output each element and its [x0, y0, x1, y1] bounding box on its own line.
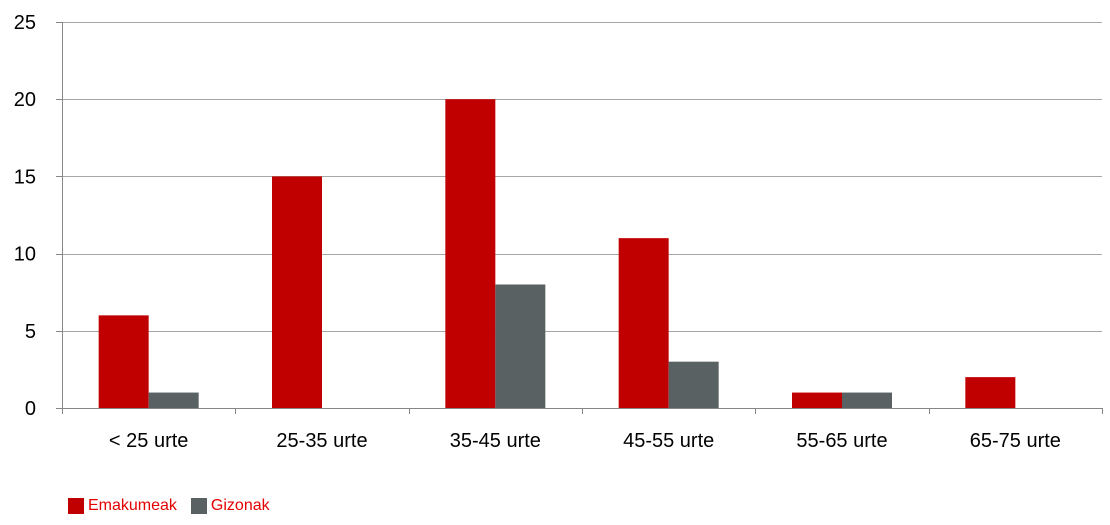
bar-gizonak-2 — [495, 284, 546, 408]
legend-swatch-gizonak — [190, 498, 207, 514]
x-tick-label: 55-65 urte — [796, 430, 887, 452]
y-tick-label: 0 — [25, 398, 36, 420]
legend-label-emakumeak: Emakumeak — [88, 497, 177, 514]
bar-gizonak-3 — [668, 361, 719, 408]
bar-gizonak-0 — [148, 392, 199, 408]
legend-item-emakumeak: Emakumeak — [68, 498, 177, 514]
bar-emakumeak-4 — [792, 392, 842, 408]
bar-emakumeak-5 — [965, 377, 1016, 408]
bar-emakumeak-1 — [272, 176, 322, 408]
y-tick-label: 5 — [25, 321, 36, 343]
legend: Emakumeak Gizonak — [68, 498, 270, 514]
legend-swatch-emakumeak — [68, 498, 84, 514]
legend-item-gizonak: Gizonak — [190, 497, 270, 514]
x-tick-label: 65-75 urte — [970, 430, 1061, 452]
bar-emakumeak-3 — [618, 238, 669, 408]
legend-label-gizonak: Gizonak — [210, 497, 270, 514]
bar-emakumeak-0 — [98, 315, 149, 408]
y-tick-label: 15 — [14, 166, 36, 188]
y-tick-label: 10 — [14, 244, 36, 266]
x-tick-label: 45-55 urte — [623, 430, 714, 452]
bar-gizonak-4 — [842, 392, 892, 408]
y-tick-label: 20 — [14, 89, 36, 111]
x-tick-label: < 25 urte — [109, 430, 189, 452]
y-tick-label: 25 — [14, 12, 36, 34]
x-tick-label: 35-45 urte — [450, 430, 541, 452]
bar-emakumeak-2 — [445, 99, 496, 408]
x-tick-label: 25-35 urte — [276, 430, 367, 452]
